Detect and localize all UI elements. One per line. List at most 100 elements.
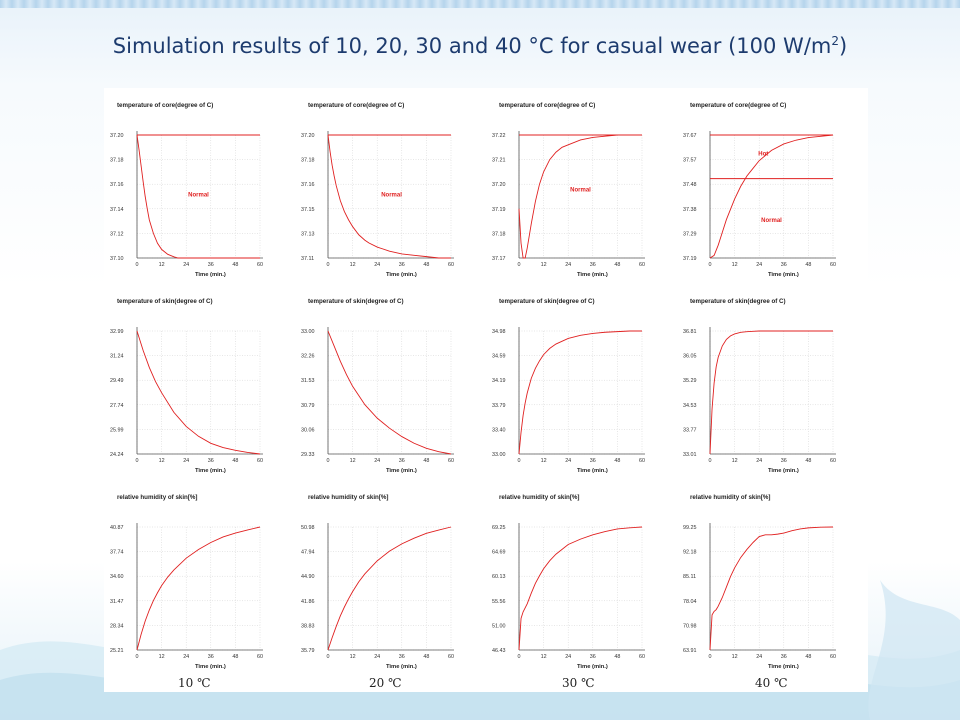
- chart-title: temperature of core(degree of C): [690, 102, 786, 109]
- x-tick-label: 60: [639, 262, 645, 268]
- data-series-line: [709, 526, 834, 651]
- slide-title-superscript: 2: [831, 34, 839, 48]
- x-tick-label: 0: [327, 458, 330, 464]
- data-series-line: [136, 330, 261, 455]
- y-tick-label: 36.05: [683, 354, 697, 360]
- data-series-line: [136, 526, 261, 651]
- y-tick-label: 37.29: [683, 231, 697, 237]
- y-tick-label: 27.74: [110, 403, 124, 409]
- x-tick-label: 48: [614, 458, 620, 464]
- data-series-line: [327, 330, 452, 455]
- chart-title: temperature of skin(degree of C): [117, 298, 213, 305]
- x-tick-label: 48: [614, 654, 620, 660]
- chart-5: temperature of skin(degree of C) 32.99 31.…: [110, 298, 263, 474]
- y-tick-label: 37.19: [492, 207, 506, 213]
- x-tick-label: 60: [257, 262, 263, 268]
- x-axis-label: Time (min.): [768, 468, 799, 474]
- x-axis-label: Time (min.): [386, 664, 417, 670]
- x-axis-label: Time (min.): [768, 664, 799, 670]
- chart-6: temperature of skin(degree of C) 33.00 32.…: [301, 298, 454, 474]
- x-tick-label: 36: [399, 458, 405, 464]
- y-tick-label: 33.01: [683, 452, 697, 458]
- x-tick-label: 24: [756, 262, 762, 268]
- x-tick-label: 48: [232, 654, 238, 660]
- y-tick-label: 34.60: [110, 574, 124, 580]
- x-tick-label: 12: [732, 458, 738, 464]
- y-tick-label: 24.24: [110, 452, 124, 458]
- y-tick-label: 92.18: [683, 550, 697, 556]
- x-tick-label: 24: [183, 262, 189, 268]
- y-tick-label: 37.16: [301, 182, 315, 188]
- x-tick-label: 24: [756, 458, 762, 464]
- y-tick-label: 29.49: [110, 378, 124, 384]
- x-tick-label: 60: [830, 654, 836, 660]
- x-tick-label: 0: [518, 458, 521, 464]
- x-axis-label: Time (min.): [195, 272, 226, 278]
- column-label-20c: 20 ℃: [369, 676, 402, 690]
- plot-grid: temperature of core(degree of C) 37.20 37.…: [104, 88, 868, 692]
- chart-title: relative humidity of skin[%]: [308, 494, 388, 501]
- y-tick-label: 28.34: [110, 623, 124, 629]
- y-tick-label: 37.19: [683, 256, 697, 262]
- x-tick-label: 0: [709, 262, 712, 268]
- y-tick-label: 85.11: [683, 574, 696, 580]
- x-axis-label: Time (min.): [577, 664, 608, 670]
- x-tick-label: 12: [350, 654, 356, 660]
- x-axis-label: Time (min.): [768, 272, 799, 278]
- x-tick-label: 60: [639, 458, 645, 464]
- column-label-40c: 40 ℃: [755, 676, 788, 690]
- y-tick-label: 37.22: [492, 133, 506, 139]
- slide-title-end: ): [839, 34, 848, 58]
- x-tick-label: 48: [232, 458, 238, 464]
- data-series-line: [518, 134, 642, 259]
- x-tick-label: 12: [541, 262, 547, 268]
- y-tick-label: 46.43: [492, 648, 506, 654]
- data-series-line: [518, 330, 642, 455]
- chart-title: relative humidity of skin[%]: [117, 494, 197, 501]
- zone-annotation: Normal: [761, 218, 782, 224]
- x-tick-label: 24: [374, 654, 380, 660]
- y-tick-label: 34.19: [492, 378, 506, 384]
- y-tick-label: 60.13: [492, 574, 506, 580]
- x-tick-label: 48: [423, 458, 429, 464]
- data-series-line: [327, 134, 451, 259]
- y-tick-label: 37.16: [110, 182, 124, 188]
- y-tick-label: 37.17: [492, 256, 506, 262]
- x-tick-label: 24: [756, 654, 762, 660]
- x-tick-label: 12: [541, 458, 547, 464]
- y-tick-label: 47.94: [301, 550, 315, 556]
- x-tick-label: 0: [518, 262, 521, 268]
- x-tick-label: 36: [590, 458, 596, 464]
- chart-title: temperature of core(degree of C): [499, 102, 595, 109]
- y-tick-label: 31.24: [110, 354, 124, 360]
- y-tick-label: 37.48: [683, 182, 697, 188]
- x-tick-label: 12: [541, 654, 547, 660]
- y-tick-label: 37.74: [110, 550, 124, 556]
- y-tick-label: 37.38: [683, 207, 697, 213]
- y-tick-label: 33.77: [683, 427, 697, 433]
- chart-3: temperature of core(degree of C) 37.22 37.…: [492, 102, 645, 278]
- x-tick-label: 24: [183, 654, 189, 660]
- y-tick-label: 32.99: [110, 329, 124, 335]
- top-decorative-band: [0, 0, 960, 8]
- zone-annotation: Hot: [758, 152, 768, 158]
- y-tick-label: 78.04: [683, 599, 697, 605]
- x-tick-label: 0: [327, 262, 330, 268]
- x-tick-label: 36: [781, 262, 787, 268]
- y-tick-label: 37.14: [110, 207, 124, 213]
- column-labels: 10 ℃ 20 ℃ 30 ℃ 40 ℃: [104, 676, 868, 694]
- x-tick-label: 12: [350, 262, 356, 268]
- x-tick-label: 48: [614, 262, 620, 268]
- plot-panel: temperature of core(degree of C) 37.20 37.…: [104, 88, 868, 692]
- x-tick-label: 12: [732, 654, 738, 660]
- y-tick-label: 44.90: [301, 574, 315, 580]
- x-tick-label: 12: [732, 262, 738, 268]
- chart-title: relative humidity of skin[%]: [499, 494, 579, 501]
- x-tick-label: 60: [448, 654, 454, 660]
- x-tick-label: 36: [590, 262, 596, 268]
- y-tick-label: 33.00: [301, 329, 315, 335]
- x-axis-label: Time (min.): [195, 664, 226, 670]
- y-tick-label: 33.00: [492, 452, 506, 458]
- y-tick-label: 33.79: [492, 403, 506, 409]
- chart-title: temperature of skin(degree of C): [308, 298, 404, 305]
